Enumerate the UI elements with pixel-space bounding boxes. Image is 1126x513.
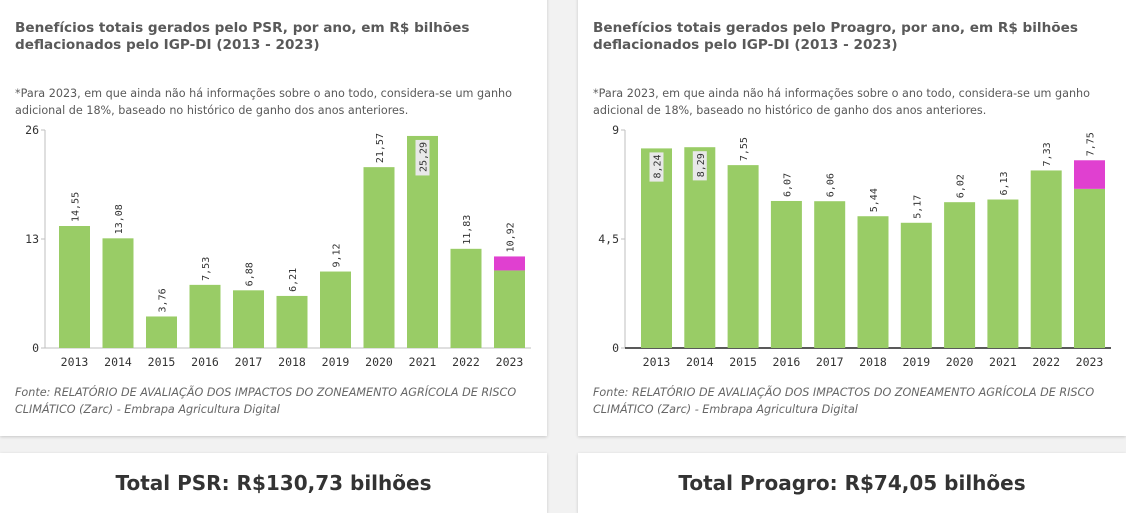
proagro-chart-source: Fonte: RELATÓRIO DE AVALIAÇÃO DOS IMPACT… (593, 386, 1095, 416)
proagro-x-tick-label-2018: 2018 (859, 355, 887, 369)
proagro-chart-title: Benefícios totais gerados pelo Proagro, … (593, 20, 1078, 53)
proagro-total-value: Total Proagro: R$74,05 bilhões (678, 471, 1026, 495)
psr-data-label-2018: 6,21 (288, 268, 299, 292)
psr-bar-2019 (320, 271, 351, 348)
proagro-data-label-2014: 8,29 (696, 153, 707, 177)
proagro-y-tick-label: 4,5 (598, 232, 619, 246)
psr-data-label-2022: 11,83 (462, 215, 473, 245)
psr-bar-estimate-2023 (494, 256, 525, 271)
psr-x-tick-label-2015: 2015 (148, 355, 176, 369)
psr-y-tick-label: 0 (32, 341, 39, 355)
proagro-x-tick-label-2014: 2014 (686, 355, 714, 369)
proagro-data-label-2016: 6,07 (782, 173, 793, 197)
proagro-x-tick-label-2013: 2013 (643, 355, 671, 369)
proagro-bar-2019 (900, 222, 932, 348)
psr-data-label-2017: 6,88 (245, 262, 256, 286)
psr-total-value: Total PSR: R$130,73 bilhões (115, 471, 432, 495)
psr-data-label-2021: 25,29 (419, 142, 430, 172)
proagro-data-label-2023: 7,75 (1086, 132, 1097, 156)
psr-data-label-2015: 3,76 (158, 288, 169, 312)
proagro-bar-2014 (684, 147, 716, 348)
proagro-x-tick-label-2017: 2017 (816, 355, 844, 369)
psr-data-label-2016: 7,53 (201, 257, 212, 281)
proagro-bar-2017 (814, 201, 846, 348)
psr-bar-2013 (59, 226, 90, 348)
proagro-x-tick-label-2020: 2020 (946, 355, 974, 369)
psr-x-tick-label-2022: 2022 (452, 355, 480, 369)
psr-chart-note: *Para 2023, em que ainda não há informaç… (15, 87, 512, 117)
psr-chart-card: Benefícios totais gerados pelo PSR, por … (0, 0, 547, 436)
psr-bar-2016 (189, 284, 221, 348)
psr-x-tick-label-2020: 2020 (365, 355, 393, 369)
psr-data-label-2013: 14,55 (71, 192, 82, 222)
psr-x-tick-label-2014: 2014 (104, 355, 132, 369)
proagro-bar-estimate-2023 (1074, 160, 1105, 189)
psr-chart-title: Benefícios totais gerados pelo PSR, por … (15, 20, 470, 53)
psr-bar-2014 (102, 238, 134, 348)
proagro-data-label-bg (649, 152, 664, 182)
psr-x-tick-label-2021: 2021 (409, 355, 437, 369)
psr-bar-2015 (146, 316, 177, 348)
psr-bar-2023 (494, 270, 525, 348)
proagro-data-label-2019: 5,17 (912, 195, 923, 219)
psr-x-tick-label-2016: 2016 (191, 355, 219, 369)
psr-x-tick-label-2017: 2017 (235, 355, 263, 369)
proagro-x-tick-label-2021: 2021 (989, 355, 1017, 369)
proagro-bar-2015 (727, 165, 759, 348)
proagro-x-tick-label-2019: 2019 (902, 355, 930, 369)
proagro-data-label-2015: 7,55 (739, 137, 750, 161)
proagro-bar-2013 (641, 148, 672, 348)
proagro-data-label-2013: 8,24 (653, 154, 664, 178)
psr-x-tick-label-2019: 2019 (322, 355, 350, 369)
proagro-data-label-2020: 6,02 (956, 174, 967, 198)
proagro-chart-card: Benefícios totais gerados pelo Proagro, … (578, 0, 1126, 436)
psr-x-tick-label-2018: 2018 (278, 355, 306, 369)
proagro-bar-2018 (857, 216, 889, 348)
psr-bar-chart: 0 13 26 14,55 2013 13,08 2014 3,76 2015 7,53 2016 6… (25, 123, 531, 369)
proagro-y-tick-label: 0 (612, 341, 619, 355)
proagro-data-label-2017: 6,06 (826, 173, 837, 197)
proagro-bar-2016 (770, 200, 802, 348)
proagro-x-tick-label-2022: 2022 (1032, 355, 1060, 369)
psr-data-label-2019: 9,12 (332, 243, 343, 267)
proagro-total-card: Total Proagro: R$74,05 bilhões (578, 453, 1126, 513)
proagro-bar-2020 (944, 202, 976, 348)
psr-x-tick-label-2013: 2013 (61, 355, 89, 369)
psr-x-tick-label-2023: 2023 (496, 355, 524, 369)
psr-y-tick-label: 26 (25, 123, 39, 137)
psr-data-label-2023: 10,92 (506, 222, 517, 252)
psr-bar-2018 (276, 295, 308, 348)
psr-y-tick-label: 13 (25, 232, 39, 246)
proagro-data-label-2022: 7,33 (1042, 142, 1053, 166)
psr-data-label-bg (415, 139, 430, 176)
proagro-bar-chart: 0 4,5 9 8,24 2013 8,29 2014 7,55 2015 6,07 2016 6,0… (598, 123, 1111, 369)
proagro-data-label-bg (692, 151, 707, 181)
proagro-bar-2023 (1074, 188, 1105, 348)
proagro-chart-note: *Para 2023, em que ainda não há informaç… (593, 87, 1090, 117)
proagro-bar-2021 (987, 199, 1019, 348)
psr-chart-source: Fonte: RELATÓRIO DE AVALIAÇÃO DOS IMPACT… (15, 386, 517, 416)
proagro-x-tick-label-2015: 2015 (729, 355, 757, 369)
psr-total-card: Total PSR: R$130,73 bilhões (0, 453, 547, 513)
psr-bar-2017 (233, 290, 264, 348)
psr-data-label-2020: 21,57 (375, 133, 386, 163)
proagro-x-tick-label-2023: 2023 (1076, 355, 1104, 369)
psr-bar-2022 (450, 248, 482, 348)
proagro-data-label-2021: 6,13 (999, 171, 1010, 195)
proagro-y-tick-label: 9 (612, 123, 619, 137)
proagro-data-label-2018: 5,44 (869, 188, 880, 212)
proagro-x-tick-label-2016: 2016 (773, 355, 801, 369)
proagro-bar-2022 (1030, 170, 1062, 348)
psr-bar-2020 (363, 167, 395, 348)
psr-data-label-2014: 13,08 (114, 204, 125, 234)
